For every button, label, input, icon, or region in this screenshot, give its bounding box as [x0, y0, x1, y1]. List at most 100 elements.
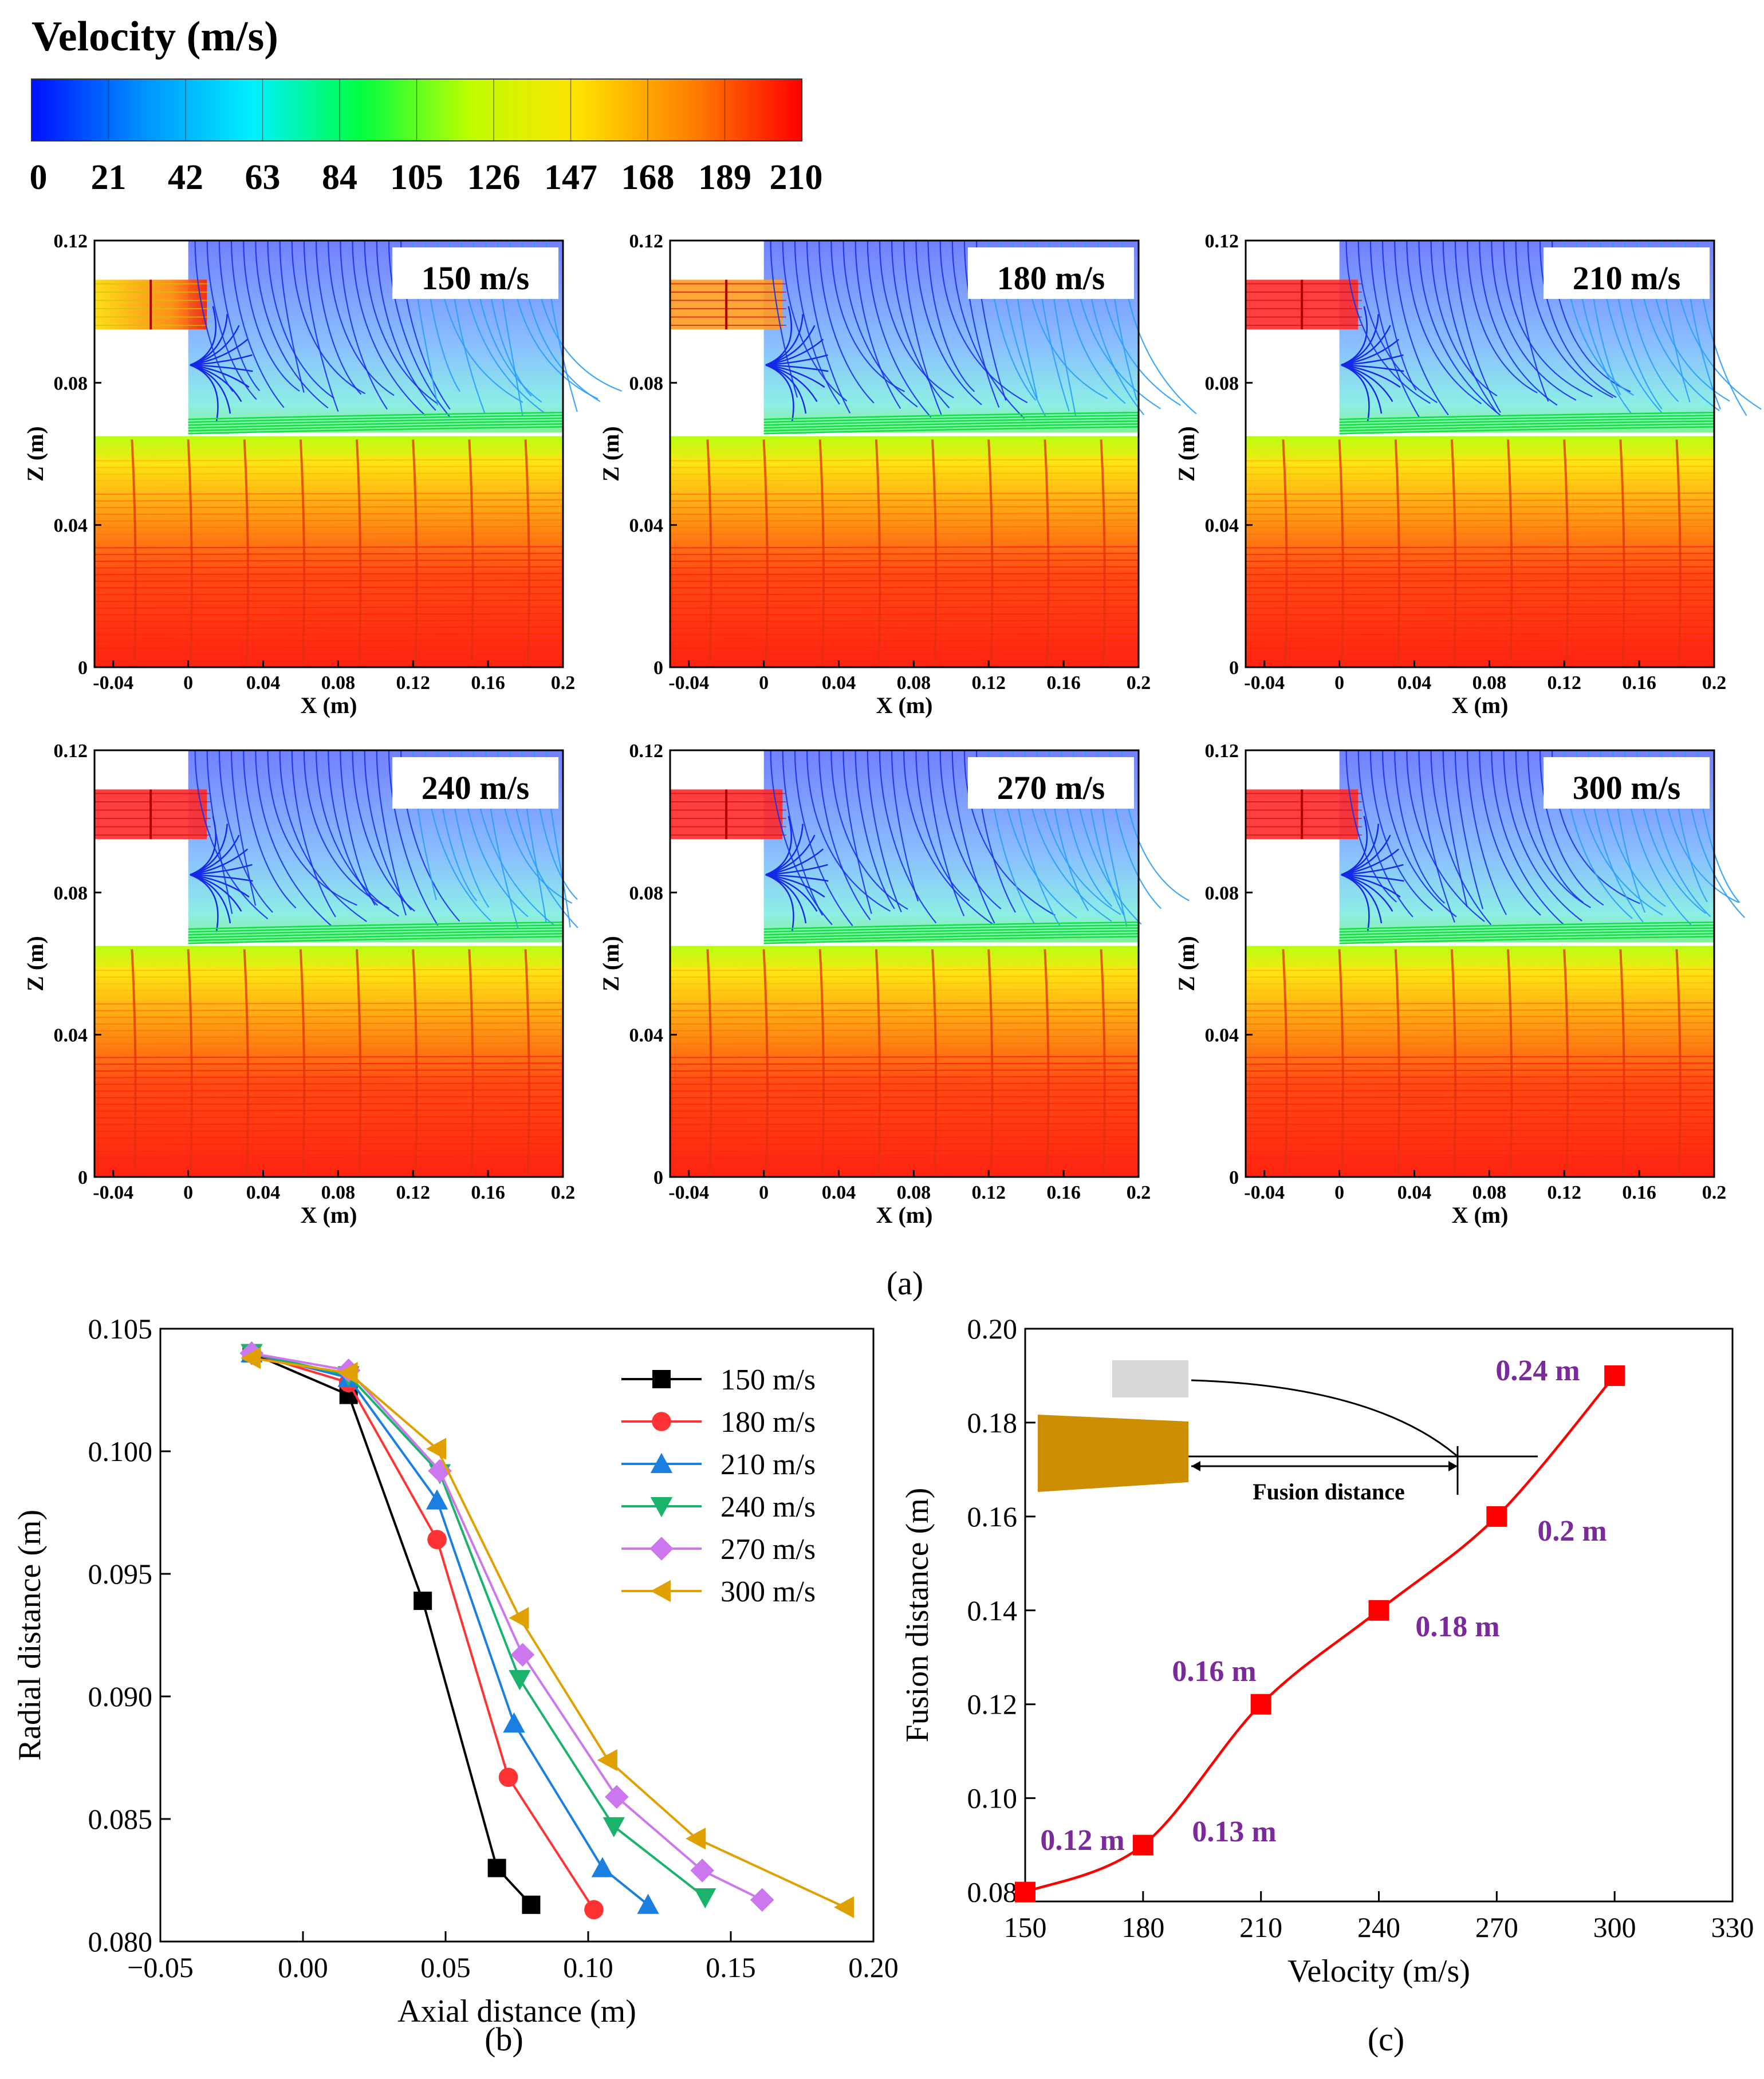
- x-axis-label: X (m): [1452, 692, 1509, 718]
- chart-b: −0.05 0.00 0.05 0.10 0.15 0.20 0.080 0.085 0.090…: [12, 1313, 899, 2029]
- mixing-streamline: [1339, 924, 1715, 933]
- core-streamline: [670, 1042, 1139, 1045]
- streamline-plot: 300 m/s-0.04 0 0.04 0.08 0.12 0.16 0.2X (m)00.…: [1174, 741, 1746, 1228]
- entrainment-streamline: [352, 750, 415, 912]
- colorbar-title: Velocity (m/s): [32, 13, 278, 60]
- y-tick-label: 0.095: [88, 1558, 153, 1590]
- nozzle-top-blank: [1246, 750, 1340, 790]
- core-streamline: [670, 479, 1139, 482]
- legend-label: 300 m/s: [720, 1576, 816, 1608]
- core-streamline: [670, 995, 1139, 998]
- entrainment-streamline: [206, 240, 257, 400]
- entrainment-streamline: [1381, 750, 1457, 918]
- core-streamline: [1245, 995, 1715, 998]
- data-point: [337, 1361, 358, 1384]
- entrainment-streamline: [1515, 240, 1549, 402]
- core-streamline: [670, 513, 1139, 515]
- plot-frame: [159, 1328, 875, 1943]
- core-streamline: [94, 660, 564, 663]
- streamline-marker-column: [1563, 949, 1569, 1178]
- case-label: 240 m/s: [422, 769, 530, 806]
- entrainment-streamline: [291, 240, 366, 395]
- mixing-streamline: [1339, 420, 1715, 429]
- mixing-streamline: [188, 932, 564, 942]
- core-streamline: [94, 1116, 564, 1119]
- recirculation-streamline: [1341, 364, 1370, 423]
- streamline-marker-column: [1338, 439, 1344, 668]
- core-streamline: [670, 1002, 1139, 1005]
- mixing-streamline: [188, 417, 564, 426]
- mixing-streamline: [763, 924, 1139, 933]
- core-streamline: [1245, 975, 1715, 978]
- streamline-marker-column: [1282, 439, 1288, 668]
- x-tick-label: -0.04: [668, 672, 709, 694]
- core-streamline: [670, 640, 1139, 643]
- core-streamline: [670, 647, 1139, 649]
- core-streamline: [670, 1082, 1139, 1085]
- entrainment-streamline: [267, 240, 335, 399]
- data-point: [427, 1530, 447, 1549]
- y-axis-label: Radial distance (m): [12, 1510, 48, 1761]
- y-tick-label: 0.08: [967, 1876, 1018, 1908]
- x-tick-label: 0.2: [1127, 672, 1151, 694]
- recirculation-streamline: [765, 325, 816, 366]
- mixing-streamline: [1339, 930, 1715, 939]
- streamline-marker-column: [987, 439, 994, 668]
- core-streamline: [670, 660, 1139, 663]
- core-streamline: [670, 566, 1139, 569]
- entrainment-streamline: [891, 750, 919, 901]
- data-annotation: 0.16 m: [1172, 1655, 1256, 1688]
- mixing-streamline: [763, 420, 1139, 429]
- core-streamline: [94, 1035, 564, 1038]
- streamline-marker-column: [1450, 949, 1457, 1178]
- y-tick-label: 0.12: [54, 231, 88, 252]
- legend-label: 240 m/s: [720, 1491, 816, 1523]
- colorbar-tick-label: 189: [698, 158, 751, 197]
- mixing-streamline: [188, 935, 564, 944]
- streamline-marker-column: [187, 439, 193, 668]
- entrainment-streamline: [1515, 750, 1591, 908]
- core-streamline: [670, 1035, 1139, 1038]
- x-tick-label: -0.04: [1244, 1182, 1285, 1203]
- core-streamline: [670, 459, 1139, 462]
- plot-frame: [93, 239, 564, 668]
- entrainment-streamline: [340, 750, 376, 906]
- core-streamline: [1245, 1049, 1715, 1052]
- x-tick-label: 0.04: [1397, 672, 1432, 694]
- streamline-marker-column: [524, 439, 530, 668]
- recirculation-streamline: [765, 874, 829, 882]
- streamline-marker-column: [299, 439, 306, 668]
- core-streamline: [1245, 1123, 1715, 1125]
- colorbar-tick-label: 105: [390, 158, 443, 197]
- x-tick-label: 0.08: [1472, 1182, 1507, 1203]
- core-streamline: [670, 962, 1139, 964]
- data-point: [1486, 1506, 1507, 1527]
- streamline-marker-column: [875, 949, 881, 1178]
- core-streamline: [670, 620, 1139, 623]
- core-streamline: [670, 1156, 1139, 1159]
- x-tick-label: 0.12: [396, 1182, 430, 1203]
- entrainment-streamline: [376, 240, 436, 411]
- core-flow-region: [1246, 946, 1714, 1177]
- streamline-marker-column: [1394, 439, 1401, 668]
- data-point: [603, 1817, 625, 1838]
- mixing-streamline: [763, 414, 1139, 423]
- streamline-marker-column: [1563, 439, 1569, 668]
- mixing-streamline: [763, 935, 1139, 944]
- entrainment-streamline: [1454, 750, 1484, 909]
- x-tick-label: 270: [1475, 1911, 1518, 1943]
- core-streamline: [1245, 446, 1715, 448]
- entrainment-streamline: [388, 240, 451, 418]
- core-streamline: [670, 1056, 1139, 1058]
- mixing-streamline: [763, 411, 1139, 420]
- y-tick-label: 0.04: [54, 1025, 88, 1046]
- core-streamline: [94, 968, 564, 971]
- case-label: 300 m/s: [1573, 769, 1681, 806]
- y-tick-label: 0.12: [967, 1688, 1018, 1720]
- core-streamline: [1245, 553, 1715, 556]
- core-streamline: [1245, 1042, 1715, 1045]
- x-tick-label: 0.16: [1046, 1182, 1081, 1203]
- caption-a: (a): [887, 1265, 923, 1302]
- entrainment-streamline: [1418, 240, 1501, 416]
- plot-frame: [669, 239, 1140, 668]
